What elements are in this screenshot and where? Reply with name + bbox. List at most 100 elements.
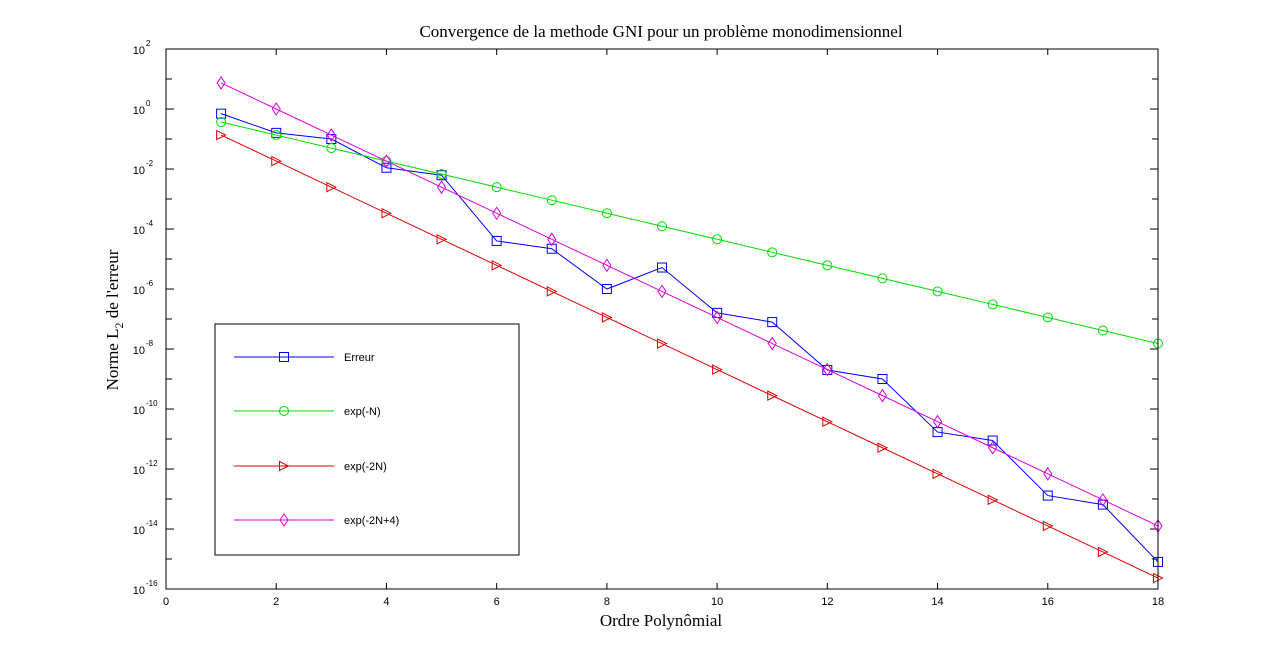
data-point — [216, 129, 227, 141]
y-tick-label: 10 — [133, 45, 145, 57]
data-point — [877, 442, 889, 454]
y-tick-label-exponent: -10 — [146, 399, 158, 408]
data-point — [987, 435, 998, 446]
data-point — [767, 317, 778, 328]
x-tick-label: 18 — [1152, 596, 1164, 608]
data-point — [491, 182, 502, 193]
data-point — [436, 233, 448, 245]
y-axis-ticks: 10210010-210-410-610-810-1010-1210-1410-… — [133, 39, 1158, 597]
legend-entry-1: Erreur — [234, 352, 375, 364]
data-point — [822, 362, 832, 377]
data-point — [932, 414, 943, 429]
data-point — [1097, 325, 1108, 336]
data-point — [712, 364, 723, 375]
data-point — [657, 284, 667, 299]
data-point — [271, 155, 282, 167]
data-point — [271, 127, 282, 138]
y-tick-label-exponent: -12 — [146, 459, 158, 468]
data-point — [601, 284, 612, 294]
x-tick-label: 2 — [273, 596, 279, 608]
y-tick-label: 10 — [133, 225, 145, 237]
x-tick-label: 16 — [1042, 596, 1054, 608]
x-tick-label: 4 — [383, 596, 389, 608]
y-tick-label: 10 — [133, 525, 145, 537]
y-tick-label-exponent: 0 — [146, 99, 151, 108]
data-point — [932, 286, 943, 297]
series-line — [220, 113, 1159, 563]
data-point — [491, 235, 502, 246]
data-point — [326, 143, 337, 154]
data-point — [822, 416, 833, 428]
data-point — [657, 338, 668, 349]
data-point — [1043, 466, 1053, 481]
x-tick-label: 8 — [604, 596, 610, 608]
y-tick-label-exponent: -8 — [146, 339, 154, 348]
series-layer — [216, 76, 1164, 584]
x-axis-label: Ordre Polynômial — [600, 611, 723, 630]
data-point — [602, 258, 612, 273]
y-tick-label: 10 — [133, 585, 145, 597]
data-point — [877, 273, 888, 284]
legend-entry-4: exp(-2N+4) — [234, 513, 399, 527]
legend-marker — [279, 406, 289, 416]
plot-frame — [165, 48, 1159, 590]
chart-title: Convergence de la methode GNI pour un pr… — [419, 22, 902, 41]
series-line — [220, 82, 1159, 527]
y-tick-label-exponent: -2 — [146, 159, 154, 168]
data-point — [987, 299, 998, 310]
data-point — [271, 102, 281, 116]
legend-label: exp(-N) — [344, 406, 381, 418]
series-3 — [216, 129, 1164, 584]
data-point — [877, 388, 888, 403]
data-point — [216, 76, 226, 90]
x-tick-label: 6 — [494, 596, 500, 608]
data-point — [822, 364, 833, 375]
y-tick-label-exponent: 2 — [146, 39, 151, 48]
data-point — [767, 390, 778, 401]
y-tick-label: 10 — [133, 465, 145, 477]
data-point — [216, 117, 227, 128]
data-point — [1042, 490, 1053, 501]
legend-marker — [279, 352, 289, 362]
y-axis-label-rest: de l'erreur — [103, 249, 122, 322]
y-tick-label-exponent: -4 — [146, 219, 154, 228]
y-axis-label-main: Norme L — [103, 329, 122, 391]
x-tick-label: 12 — [821, 596, 833, 608]
data-point — [822, 260, 833, 271]
data-point — [657, 221, 667, 232]
data-point — [601, 312, 613, 323]
data-point — [877, 374, 888, 384]
data-point — [492, 206, 502, 221]
legend-label: exp(-2N+4) — [344, 515, 399, 527]
data-point — [987, 494, 999, 506]
data-point — [216, 108, 227, 119]
x-tick-label: 14 — [931, 596, 943, 608]
y-tick-label-exponent: -6 — [146, 279, 154, 288]
data-point — [326, 128, 336, 142]
y-axis-label: Norme L2 de l'erreur — [103, 249, 126, 390]
data-point — [657, 262, 667, 273]
data-point — [1042, 312, 1053, 323]
y-tick-label: 10 — [133, 165, 145, 177]
data-point — [546, 286, 558, 297]
series-line — [220, 134, 1159, 579]
data-point — [436, 180, 447, 195]
data-point — [932, 468, 944, 480]
data-point — [712, 310, 722, 325]
x-tick-label: 10 — [711, 596, 723, 608]
legend-label: exp(-2N) — [344, 461, 387, 473]
data-point — [547, 232, 557, 247]
legend-entry-3: exp(-2N) — [234, 460, 387, 473]
data-point — [1042, 520, 1054, 532]
data-point — [601, 208, 612, 219]
data-point — [988, 440, 998, 455]
data-point — [546, 243, 557, 254]
y-tick-label: 10 — [133, 405, 145, 417]
y-tick-label-exponent: -14 — [146, 519, 158, 528]
data-point — [381, 154, 392, 169]
data-point — [1097, 546, 1109, 558]
y-tick-label: 10 — [133, 285, 145, 297]
data-point — [381, 207, 393, 219]
legend-entry-2: exp(-N) — [234, 406, 381, 418]
